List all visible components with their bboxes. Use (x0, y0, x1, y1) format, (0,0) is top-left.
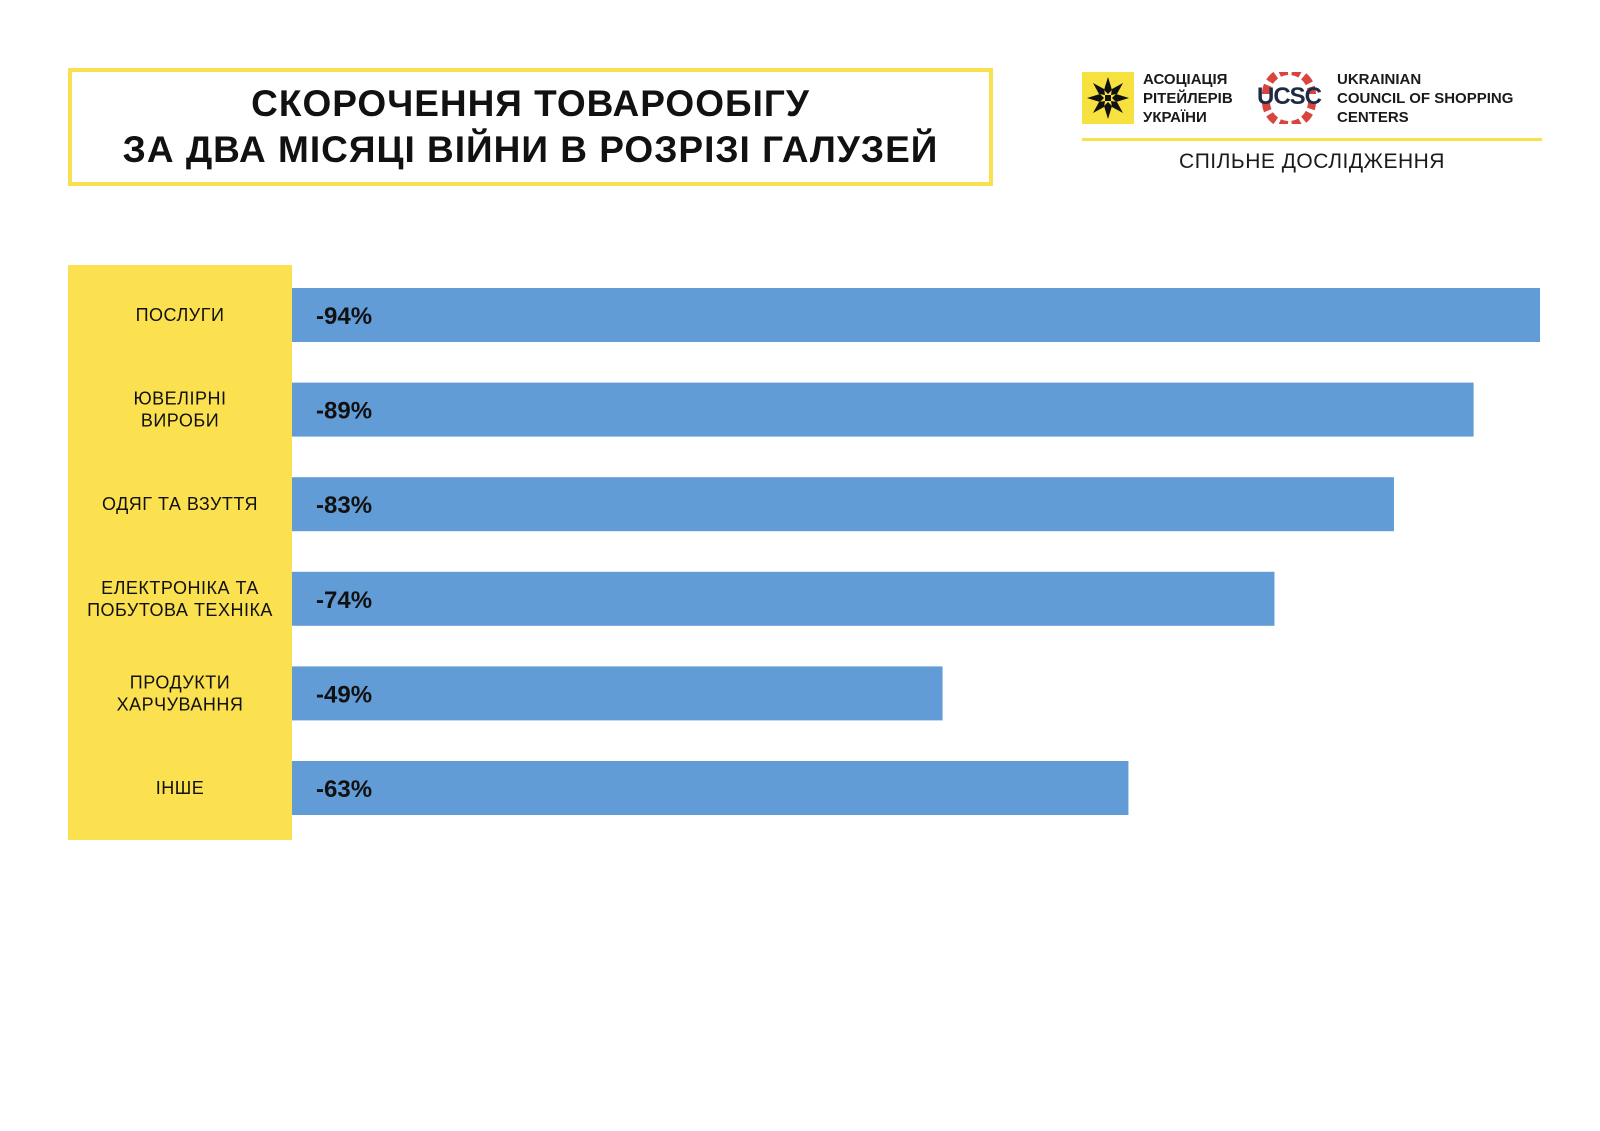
category-label-2-line-1: ЮВЕЛІРНІ (133, 389, 226, 409)
chart-title-line-2: ЗА ДВА МІСЯЦІ ВІЙНИ В РОЗРІЗІ ГАЛУЗЕЙ (122, 129, 939, 170)
value-label-4: -74% (316, 587, 372, 614)
ucsc-name-line-2: COUNCIL OF SHOPPING (1337, 90, 1514, 107)
ucsc-name-line-3: CENTERS (1337, 109, 1409, 126)
category-label-5-line-1: ПРОДУКТИ (130, 672, 230, 692)
bar-2 (292, 382, 1474, 437)
ara-name-line-2: РІТЕЙЛЕРІВ (1143, 90, 1233, 107)
ornament-star-icon (1082, 72, 1134, 124)
value-label-2: -89% (316, 398, 372, 425)
partner-divider (1082, 138, 1542, 141)
bar-1 (292, 288, 1540, 342)
ara-name-line-3: УКРАЇНИ (1143, 109, 1207, 126)
category-label-2-line-2: ВИРОБИ (141, 411, 219, 431)
category-label-4-line-1: ЕЛЕКТРОНІКА ТА (101, 578, 259, 598)
value-label-1: -94% (316, 303, 372, 330)
bar-3 (292, 477, 1394, 532)
category-label-5-line-2: ХАРЧУВАННЯ (117, 694, 244, 714)
ara-name-line-1: АСОЦІАЦІЯ (1143, 71, 1228, 88)
bar-5 (292, 666, 943, 721)
bar-6 (292, 761, 1129, 815)
value-label-6: -63% (316, 776, 372, 803)
ucsc-abbr: UCSC (1256, 83, 1322, 110)
bar-4 (292, 571, 1275, 626)
category-label-6-line-1: ІНШЕ (156, 778, 205, 798)
title-box: СКОРОЧЕННЯ ТОВАРООБІГУ ЗА ДВА МІСЯЦІ ВІЙ… (68, 68, 993, 186)
value-label-5: -49% (316, 681, 372, 708)
joint-research-label: СПІЛЬНЕ ДОСЛІДЖЕННЯ (1179, 150, 1445, 173)
category-label-1-line-1: ПОСЛУГИ (136, 305, 225, 325)
category-label-panel (68, 265, 292, 840)
chart-title-line-1: СКОРОЧЕННЯ ТОВАРООБІГУ (251, 83, 810, 124)
category-label-3-line-1: ОДЯГ ТА ВЗУТТЯ (102, 494, 258, 514)
ara-name: АСОЦІАЦІЯ РІТЕЙЛЕРІВ УКРАЇНИ (1143, 70, 1233, 127)
ucsc-name-line-1: UKRAINIAN (1337, 71, 1422, 88)
category-label-4-line-2: ПОБУТОВА ТЕХНІКА (87, 600, 273, 620)
value-label-3: -83% (316, 492, 372, 519)
ucsc-name: UKRAINIAN COUNCIL OF SHOPPING CENTERS (1337, 70, 1513, 127)
